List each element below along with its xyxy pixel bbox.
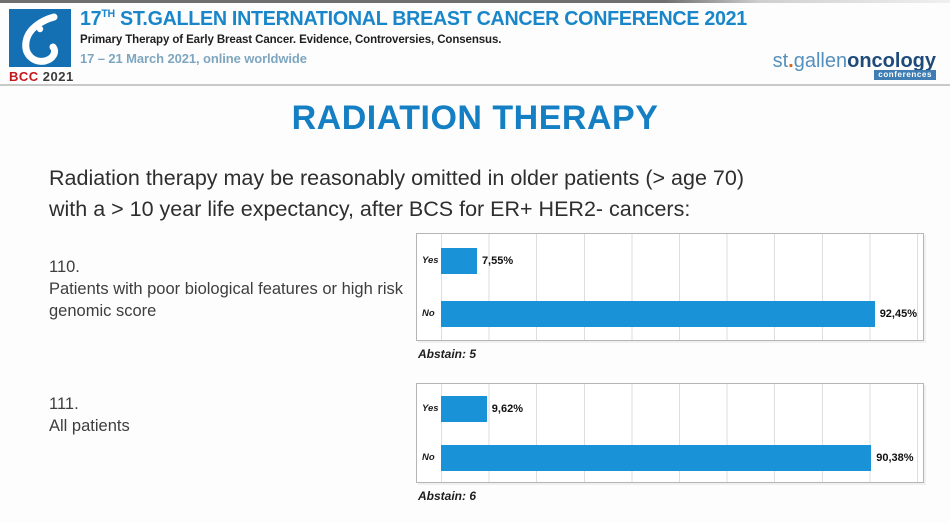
page-title: RADIATION THERAPY — [291, 99, 659, 137]
poll-item-number: 110. — [49, 258, 80, 276]
bcc-year-text: 2021 — [42, 69, 74, 84]
question-line-1: Radiation therapy may be reasonably omit… — [49, 166, 744, 190]
bar-value-label: 9,62% — [491, 402, 523, 415]
poll-item-number: 111. — [49, 395, 79, 413]
header-text-block: 17TH ST.GALLEN INTERNATIONAL BREAST CANC… — [80, 7, 775, 66]
header-divider — [0, 84, 950, 86]
title-ordinal: TH — [101, 8, 115, 21]
poll-item-110: 110. Patients with poor biological featu… — [49, 256, 421, 322]
bcc-year-label: BCC 2021 — [9, 69, 74, 84]
bar-value-label: 7,55% — [481, 254, 514, 267]
question-line-2: with a > 10 year life expectancy, after … — [49, 196, 691, 221]
category-label-yes: Yes — [422, 403, 439, 414]
abstain-label: Abstain: 5 — [418, 347, 477, 361]
logo-orange-dot: . — [788, 50, 794, 72]
bar-row: 92,45% — [441, 287, 917, 340]
bar-row: 9,62% — [441, 384, 917, 433]
logo-oncology: oncology — [847, 50, 936, 72]
category-axis: Yes No — [417, 234, 441, 340]
poll-item-label: Patients with poor biological features o… — [49, 280, 404, 321]
conference-subtitle: Primary Therapy of Early Breast Cancer. … — [80, 34, 502, 46]
category-label-no: No — [422, 308, 435, 319]
question-text: Radiation therapy may be reasonably omit… — [49, 163, 744, 224]
bar-no — [441, 300, 875, 327]
bar-row: 90,38% — [441, 433, 917, 482]
abstain-label: Abstain: 6 — [418, 489, 477, 503]
swan-icon — [22, 13, 59, 65]
bcc-text: BCC — [9, 69, 39, 84]
plot-area: 9,62% 90,38% — [441, 384, 918, 482]
conference-title: 17TH ST.GALLEN INTERNATIONAL BREAST CANC… — [80, 7, 747, 31]
bar-no — [441, 444, 872, 471]
plot-area: 7,55% 92,45% — [441, 234, 918, 340]
title-number: 17 — [80, 7, 102, 30]
bar-yes — [441, 247, 477, 274]
bar-yes — [441, 395, 487, 422]
poll-chart-110: Yes No 7,55% 92,45% — [416, 233, 924, 341]
bcc-logo — [9, 9, 71, 67]
logo-st: st — [772, 50, 789, 72]
bar-value-label: 90,38% — [876, 451, 914, 464]
category-label-no: No — [422, 452, 435, 463]
poll-item-label: All patients — [49, 417, 130, 436]
conference-dates: 17 – 21 March 2021, online worldwide — [80, 51, 307, 66]
bar-row: 7,55% — [441, 234, 917, 287]
title-rest: ST.GALLEN INTERNATIONAL BREAST CANCER CO… — [114, 7, 747, 30]
logo-gallen: gallen — [793, 50, 848, 72]
top-edge-strip — [0, 0, 950, 3]
conferences-badge: conferences — [874, 70, 936, 80]
stgallen-oncology-logo: st.gallenoncology conferences — [772, 50, 936, 80]
category-axis: Yes No — [417, 384, 441, 482]
poll-item-111: 111. All patients — [49, 393, 421, 437]
category-label-yes: Yes — [422, 255, 439, 266]
poll-chart-111: Yes No 9,62% 90,38% — [416, 383, 924, 483]
bar-value-label: 92,45% — [879, 307, 917, 320]
